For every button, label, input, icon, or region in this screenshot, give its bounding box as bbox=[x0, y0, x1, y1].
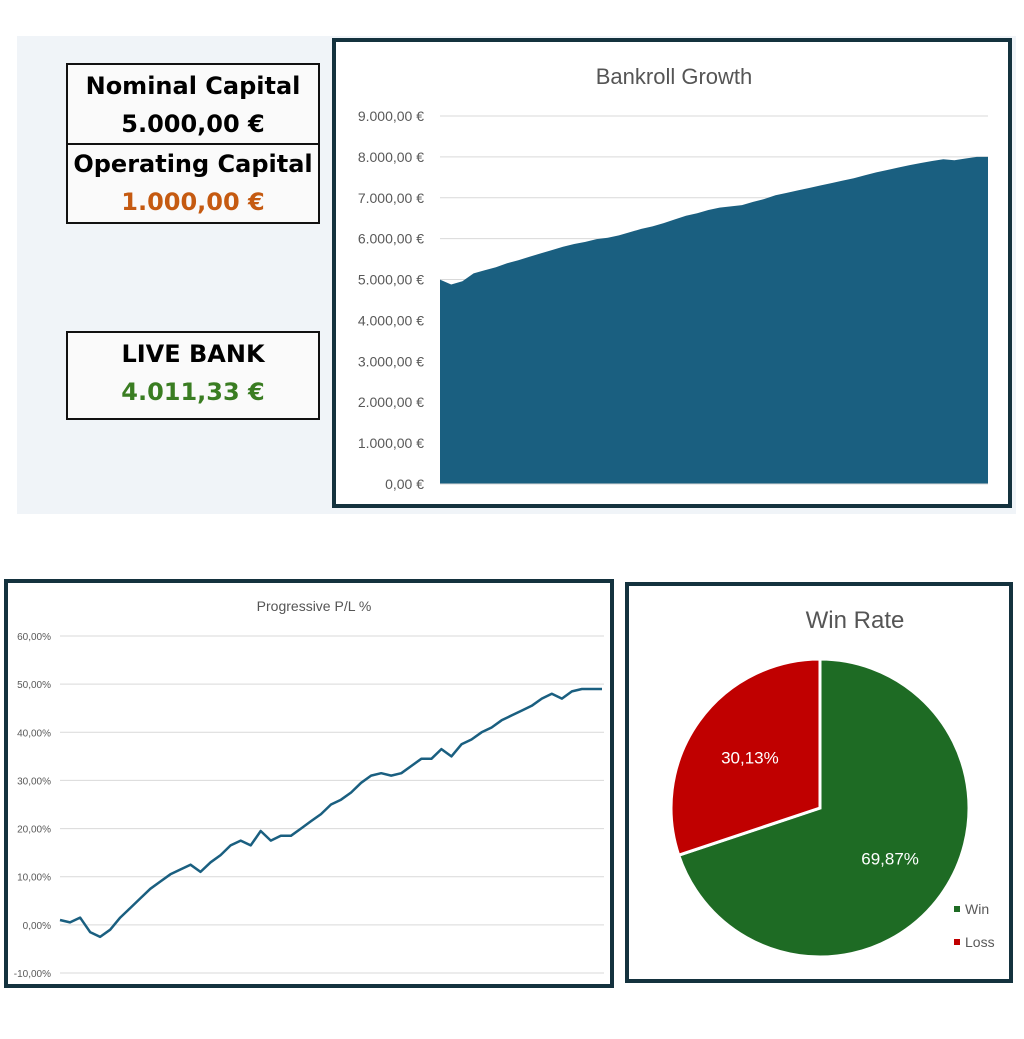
y-tick-label: 1.000,00 € bbox=[358, 435, 424, 451]
bankroll-chart: Bankroll Growth 9.000,00 € 8.000,00 € 7.00… bbox=[332, 38, 1012, 508]
y-tick-label: 0,00 € bbox=[385, 476, 424, 492]
y-tick-label: -10,00% bbox=[14, 969, 51, 980]
legend-label: Loss bbox=[965, 934, 995, 950]
y-tick-label: 0,00% bbox=[23, 921, 51, 932]
legend-swatch bbox=[954, 939, 960, 945]
divider bbox=[68, 143, 318, 145]
y-tick-label: 9.000,00 € bbox=[358, 108, 424, 124]
data-label: 69,87% bbox=[861, 850, 919, 869]
live-bank-box: LIVE BANK 4.011,33 € bbox=[66, 331, 320, 420]
win-rate-chart-svg: Win Rate 69,87% 30,13% Win Loss bbox=[669, 607, 995, 959]
chart-title: Win Rate bbox=[806, 607, 905, 634]
live-bank-value: 4.011,33 € bbox=[121, 378, 265, 406]
y-tick-label: 20,00% bbox=[17, 825, 51, 836]
chart-title: Bankroll Growth bbox=[596, 64, 753, 89]
pl-chart: Progressive P/L % 60,00% 50,00% 40,00% 30,0… bbox=[4, 579, 614, 988]
chart-title: Progressive P/L % bbox=[257, 598, 372, 614]
y-tick-label: 40,00% bbox=[17, 728, 51, 739]
y-tick-label: 4.000,00 € bbox=[358, 312, 424, 328]
y-tick-label: 7.000,00 € bbox=[358, 190, 424, 206]
bankroll-chart-svg: Bankroll Growth 9.000,00 € 8.000,00 € 7.00… bbox=[358, 64, 988, 492]
legend-label: Win bbox=[965, 901, 989, 917]
operating-capital-value: 1.000,00 € bbox=[121, 188, 265, 216]
y-tick-label: 3.000,00 € bbox=[358, 353, 424, 369]
y-tick-label: 50,00% bbox=[17, 680, 51, 691]
nominal-capital-value: 5.000,00 € bbox=[121, 110, 265, 138]
bankroll-area bbox=[440, 156, 988, 484]
capital-box: Nominal Capital 5.000,00 € Operating Cap… bbox=[66, 63, 320, 224]
y-tick-label: 60,00% bbox=[17, 632, 51, 643]
data-label: 30,13% bbox=[721, 749, 779, 768]
pie-slice-loss bbox=[669, 657, 822, 858]
y-tick-label: 2.000,00 € bbox=[358, 394, 424, 410]
y-tick-label: 5.000,00 € bbox=[358, 272, 424, 288]
pl-line bbox=[59, 687, 602, 939]
y-tick-label: 8.000,00 € bbox=[358, 149, 424, 165]
nominal-capital-label: Nominal Capital bbox=[85, 72, 301, 100]
y-tick-label: 10,00% bbox=[17, 873, 51, 884]
win-rate-chart: Win Rate 69,87% 30,13% Win Loss bbox=[625, 582, 1013, 983]
y-tick-label: 30,00% bbox=[17, 776, 51, 787]
operating-capital-label: Operating Capital bbox=[73, 150, 313, 178]
legend-swatch bbox=[954, 906, 960, 912]
live-bank-label: LIVE BANK bbox=[121, 340, 265, 368]
y-tick-label: 6.000,00 € bbox=[358, 231, 424, 247]
pie-slice-win bbox=[676, 657, 971, 959]
pl-chart-svg: Progressive P/L % 60,00% 50,00% 40,00% 30,0… bbox=[14, 598, 604, 980]
